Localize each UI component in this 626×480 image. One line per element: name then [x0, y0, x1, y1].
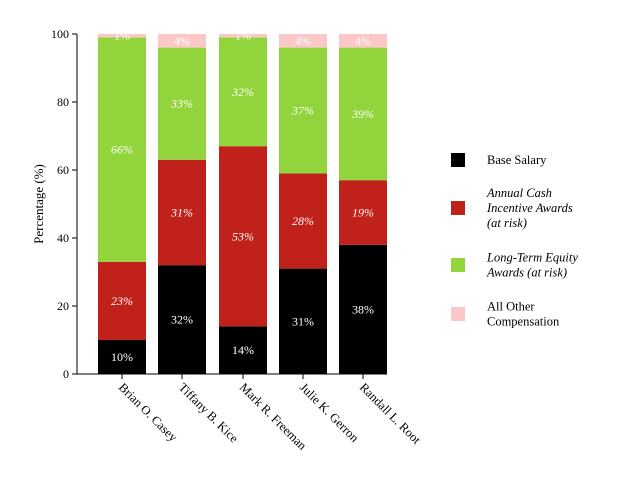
data-label: 28% — [292, 214, 314, 228]
bar-segment — [158, 159, 206, 266]
data-label: 38% — [352, 302, 374, 316]
data-label: 31% — [170, 206, 193, 220]
data-label: 10% — [111, 350, 133, 364]
data-label: 32% — [231, 85, 254, 99]
data-label: 39% — [351, 107, 374, 121]
bar-segment — [98, 34, 146, 38]
x-tick-label: Tiffany B. Kice — [176, 380, 241, 445]
data-label: 32% — [171, 313, 193, 327]
x-tick-label: Randall L. Root — [357, 380, 424, 447]
y-tick-label: 20 — [57, 299, 69, 313]
legend-swatch — [451, 307, 465, 321]
data-label: 4% — [174, 34, 190, 48]
legend-label: Compensation — [487, 315, 560, 329]
data-label: 53% — [232, 229, 254, 243]
y-tick-label: 80 — [57, 95, 69, 109]
legend-label: (at risk) — [487, 216, 527, 230]
bar-segment — [158, 34, 206, 48]
legend-label: Awards (at risk) — [486, 266, 567, 280]
bar-segment — [98, 340, 146, 374]
bar-segment — [279, 173, 327, 269]
data-label: 19% — [352, 206, 374, 220]
y-axis-title: Percentage (%) — [31, 164, 46, 244]
legend-swatch — [451, 258, 465, 272]
legend-label: All Other — [487, 300, 535, 314]
bars-layer: 10% 23% 66% 1% 32% 31% 33% 4% 14% 53% 32% 1% 31% 28% 3… — [98, 29, 387, 374]
bar-segment — [339, 34, 387, 48]
bar-segment — [279, 47, 327, 174]
bar-segment — [158, 47, 206, 160]
bar-segment — [158, 265, 206, 374]
bar-segment — [279, 34, 327, 48]
y-tick-label: 60 — [57, 163, 69, 177]
data-label: 4% — [295, 34, 311, 48]
bar-segment — [279, 268, 327, 374]
data-label: 23% — [111, 294, 133, 308]
bar-segment — [339, 47, 387, 181]
bar-segment — [219, 34, 267, 38]
legend-label: Annual Cash — [486, 186, 552, 200]
legend-label: Incentive Awards — [486, 201, 573, 215]
bar-segment — [339, 244, 387, 374]
y-tick-label: 0 — [63, 367, 69, 381]
legend-swatch — [451, 153, 465, 167]
bar-segment — [219, 146, 267, 327]
data-label: 37% — [291, 104, 314, 118]
bar-segment — [339, 180, 387, 245]
legend-label: Base Salary — [487, 153, 547, 167]
y-tick-label: 40 — [57, 231, 69, 245]
legend-swatch — [451, 201, 465, 215]
y-tick-label: 100 — [51, 27, 69, 41]
data-label: 1% — [235, 29, 251, 43]
bar-segment — [98, 261, 146, 340]
data-label: 33% — [170, 97, 193, 111]
bar-segment — [98, 37, 146, 262]
x-tick-label: Julie K. Gerron — [297, 380, 362, 445]
data-label: 14% — [232, 343, 254, 357]
bar-segment — [219, 37, 267, 147]
bar-segment — [219, 326, 267, 374]
data-label: 1% — [114, 29, 130, 43]
data-label: 4% — [355, 34, 371, 48]
x-tick-label: Brian O. Casey — [116, 380, 181, 445]
data-label: 31% — [292, 314, 314, 328]
legend-label: Long-Term Equity — [486, 251, 578, 265]
data-label: 66% — [111, 143, 133, 157]
